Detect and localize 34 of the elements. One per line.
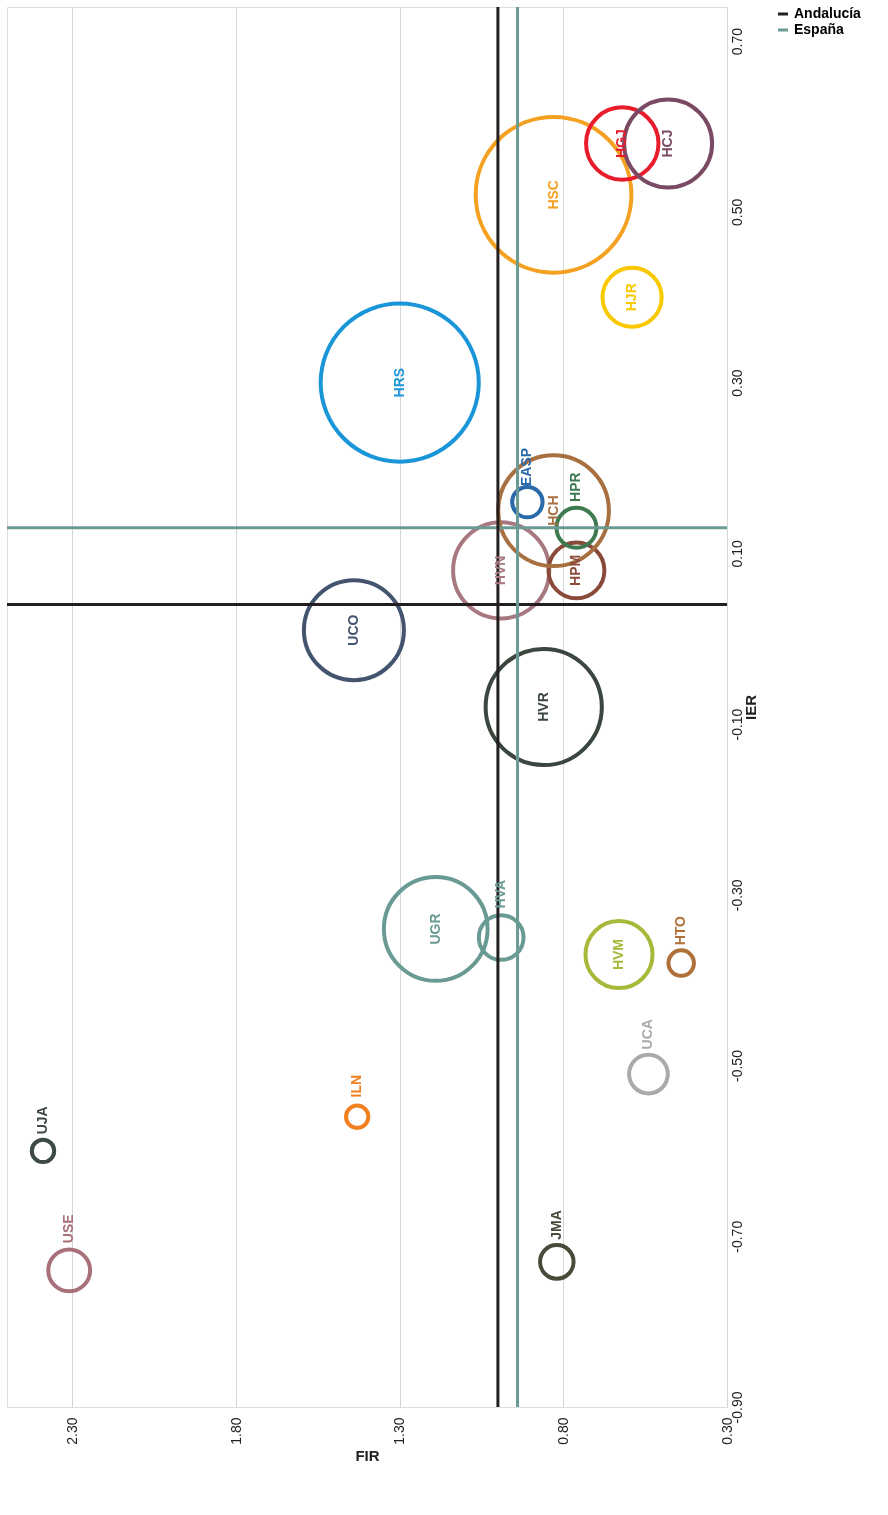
text: HGJ: [613, 129, 630, 158]
text: HVA: [492, 879, 509, 909]
text: HPR: [567, 472, 584, 502]
text: ILN: [348, 1074, 365, 1098]
y-tick-label: 0.10: [728, 540, 745, 568]
legend-label: España: [794, 21, 845, 37]
text: HCH: [544, 495, 561, 526]
x-tick-label: 1.30: [391, 1417, 408, 1445]
text: HJR: [623, 283, 640, 312]
y-tick-label: -0.30: [728, 879, 745, 912]
y-tick-label: -0.50: [728, 1049, 745, 1082]
text: HSC: [544, 180, 561, 210]
text: USE: [60, 1214, 77, 1244]
y-tick-label: 0.30: [728, 369, 745, 397]
x-tick-label: 0.80: [554, 1417, 571, 1445]
text: HVM: [610, 939, 626, 971]
x-axis-title: FIR: [355, 1446, 380, 1464]
y-tick-label: 0.50: [728, 198, 745, 226]
text: HCJ: [659, 129, 676, 158]
text: UCO: [344, 614, 361, 646]
text: UGR: [426, 913, 443, 945]
text: HVR: [534, 692, 551, 722]
x-tick-label: 2.30: [63, 1417, 80, 1445]
y-tick-label: 0.70: [728, 27, 745, 56]
text: HVN: [492, 555, 509, 586]
legend-label: Andalucía: [794, 5, 862, 21]
text: HRS: [390, 367, 407, 398]
y-tick-label: -0.70: [728, 1220, 745, 1253]
text: JMA: [547, 1210, 564, 1240]
text: HTO: [672, 915, 689, 946]
text: UJA: [34, 1106, 50, 1135]
x-tick-label: 1.80: [227, 1417, 244, 1445]
text: UCA: [639, 1019, 656, 1050]
text: EASP: [518, 447, 535, 487]
